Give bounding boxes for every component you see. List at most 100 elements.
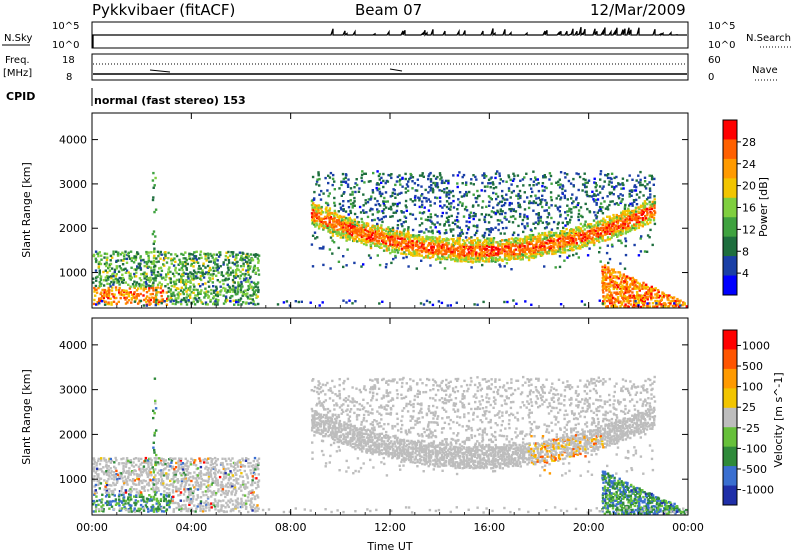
scatter-cell bbox=[349, 236, 352, 239]
scatter-cell bbox=[624, 237, 627, 240]
scatter-cell bbox=[516, 174, 520, 177]
scatter-cell bbox=[557, 221, 560, 224]
scatter-cell bbox=[189, 493, 192, 497]
scatter-cell bbox=[217, 255, 221, 258]
scatter-cell bbox=[396, 227, 399, 230]
scatter-cell bbox=[238, 299, 242, 302]
scatter-cell bbox=[635, 220, 639, 224]
scatter-cell bbox=[651, 305, 655, 308]
scatter-cell bbox=[231, 288, 234, 291]
scatter-cell bbox=[458, 239, 461, 242]
scatter-cell bbox=[454, 254, 457, 258]
scatter-cell bbox=[140, 495, 144, 499]
scatter-cell bbox=[110, 289, 114, 292]
scatter-cell bbox=[501, 247, 504, 250]
scatter-cell bbox=[590, 195, 594, 198]
scatter-cell bbox=[457, 250, 460, 253]
scatter-cell bbox=[449, 191, 453, 194]
scatter-cell bbox=[598, 246, 602, 250]
scatter-cell bbox=[561, 184, 564, 187]
scatter-cell bbox=[352, 201, 355, 205]
scatter-cell bbox=[508, 258, 511, 261]
scatter-cell bbox=[619, 217, 622, 220]
scatter-cell bbox=[366, 215, 370, 219]
scatter-cell bbox=[633, 228, 637, 231]
scatter-cell bbox=[152, 272, 155, 276]
scatter-cell bbox=[524, 235, 527, 238]
scatter-cell bbox=[642, 204, 645, 207]
scatter-cell bbox=[184, 481, 188, 485]
scatter-cell bbox=[340, 183, 343, 187]
scatter-cell bbox=[502, 203, 506, 207]
scatter-cell bbox=[621, 276, 624, 279]
scatter-cell bbox=[495, 192, 498, 196]
scatter-cell bbox=[178, 457, 181, 460]
scatter-cell bbox=[641, 301, 644, 304]
scatter-cell bbox=[556, 227, 559, 230]
scatter-cell bbox=[607, 224, 611, 227]
scatter-cell bbox=[490, 254, 493, 257]
scatter-cell bbox=[550, 234, 553, 237]
scatter-cell bbox=[381, 220, 384, 224]
scatter-cell bbox=[129, 285, 132, 288]
scatter-cell bbox=[496, 211, 500, 214]
scatter-cell bbox=[382, 228, 385, 231]
scatter-cell bbox=[147, 257, 150, 260]
scatter-cell bbox=[619, 233, 623, 237]
scatter-cell bbox=[508, 203, 511, 207]
scatter-cell bbox=[615, 300, 618, 303]
scatter-cell bbox=[125, 470, 129, 473]
scatter-cell bbox=[380, 233, 383, 237]
scatter-cell bbox=[163, 300, 166, 303]
scatter-cell bbox=[110, 267, 114, 270]
scatter-cell bbox=[332, 241, 336, 244]
scatter-cell bbox=[106, 256, 109, 259]
scatter-cell bbox=[649, 218, 652, 222]
scatter-cell bbox=[566, 214, 570, 217]
scatter-cell bbox=[506, 198, 509, 201]
scatter-cell bbox=[426, 219, 430, 222]
scatter-cell bbox=[518, 251, 522, 254]
scatter-cell bbox=[646, 222, 650, 226]
scatter-cell bbox=[367, 230, 370, 233]
scatter-cell bbox=[553, 232, 556, 235]
scatter-cell bbox=[534, 176, 537, 179]
scatter-cell bbox=[226, 289, 230, 292]
scatter-cell bbox=[182, 499, 186, 503]
scatter-cell bbox=[120, 475, 123, 478]
scatter-cell bbox=[434, 183, 437, 187]
scatter-cell bbox=[627, 223, 630, 226]
scatter-cell bbox=[641, 183, 644, 187]
scatter-cell bbox=[189, 489, 193, 492]
scatter-cell bbox=[555, 231, 558, 235]
scatter-cell bbox=[662, 294, 666, 297]
scatter-cell bbox=[649, 213, 652, 216]
scatter-cell bbox=[171, 489, 175, 492]
scatter-cell bbox=[595, 217, 598, 220]
scatter-cell bbox=[455, 301, 458, 304]
scatter-cell bbox=[465, 209, 469, 212]
scatter-cell bbox=[233, 263, 236, 266]
scatter-cell bbox=[140, 259, 143, 262]
scatter-cell bbox=[472, 257, 475, 260]
scatter-cell bbox=[648, 208, 651, 211]
scatter-cell bbox=[510, 256, 513, 259]
scatter-cell bbox=[342, 180, 345, 183]
scatter-cell bbox=[559, 230, 563, 233]
scatter-cell bbox=[327, 174, 330, 177]
scatter-cell bbox=[403, 234, 406, 237]
scatter-cell bbox=[172, 280, 175, 283]
scatter-cell bbox=[429, 238, 432, 241]
scatter-cell bbox=[645, 291, 648, 294]
scatter-cell bbox=[615, 213, 618, 217]
scatter-cell bbox=[220, 289, 223, 292]
scatter-cell bbox=[165, 508, 169, 511]
scatter-cell bbox=[512, 177, 516, 181]
scatter-cell bbox=[599, 222, 602, 226]
scatter-cell bbox=[650, 295, 653, 298]
scatter-cell bbox=[427, 191, 430, 194]
scatter-cell bbox=[347, 219, 350, 222]
scatter-cell bbox=[505, 250, 508, 253]
scatter-cell bbox=[99, 284, 102, 287]
scatter-cell bbox=[183, 488, 186, 491]
